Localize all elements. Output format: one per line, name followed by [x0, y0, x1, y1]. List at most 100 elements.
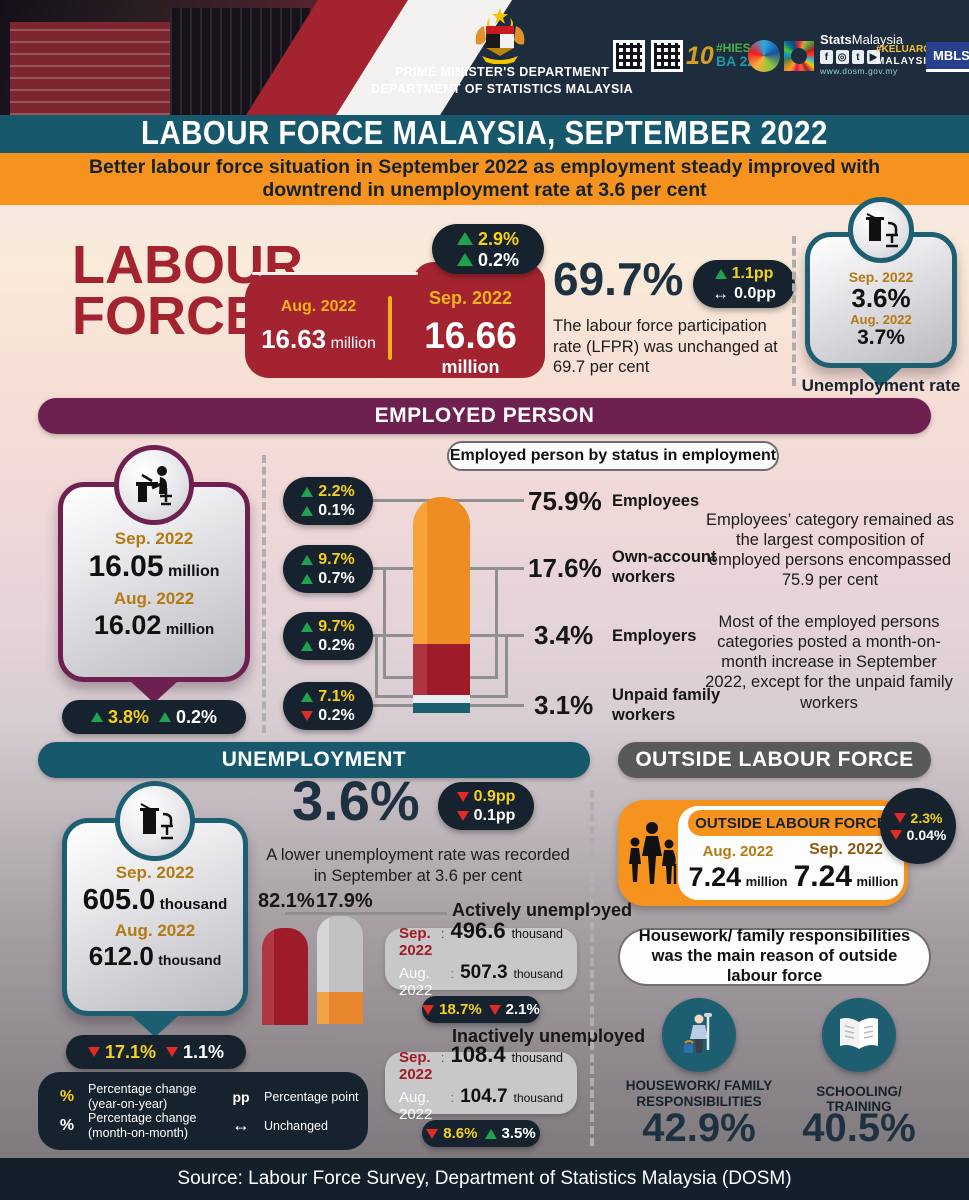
down-triangle-icon: [422, 1004, 435, 1015]
employees-share: 75.9%: [528, 486, 602, 516]
sdg-wheel-logo: [784, 41, 814, 71]
inactive-share-label: 17.9%: [316, 890, 373, 912]
down-triangle-icon: [488, 1004, 501, 1015]
labour-force-value-box: [245, 274, 545, 378]
inactively-unemployed-panel: Sep. 2022 : 108.4 thousand Aug. 2022 : 1…: [385, 1042, 577, 1122]
keluarga-line1: #KELUARGA: [876, 44, 939, 55]
keluarga-malaysia-logo: #KELUARGA MALAYSIA: [876, 44, 939, 67]
up-triangle-icon: [159, 712, 171, 722]
emp-sep-label: Sep. 2022: [114, 529, 194, 548]
employees-label: Employees: [612, 492, 700, 510]
lfpr-description: The labour force participation rate (LFP…: [553, 317, 778, 377]
down-triangle-icon: [301, 710, 314, 721]
emp-aug-unit: million: [165, 620, 215, 638]
connector-elbow: [340, 1038, 447, 1041]
up-triangle-icon: [301, 505, 314, 516]
unemp-rate-yoy: 0.9pp: [473, 787, 516, 805]
stats-bold: Stats: [820, 32, 852, 47]
inactive-aug-value: 104.7: [460, 1086, 508, 1107]
aug-value: 16.63: [261, 324, 327, 354]
down-triangle-icon: [166, 1047, 178, 1057]
outside-sep-column: Sep. 2022 7.24 million: [792, 841, 900, 894]
active-aug-label: Aug. 2022: [399, 965, 433, 999]
desk-chair-icon: [848, 197, 914, 263]
inactively-unemployed-badge: 8.6% 3.5%: [422, 1120, 540, 1147]
inactive-aug-unit: thousand: [513, 1091, 563, 1105]
inactive-sep-value: 108.4: [450, 1042, 506, 1067]
unemployment-description: A lower unemployment rate was recorded i…: [266, 846, 570, 885]
colon: :: [450, 1090, 455, 1105]
employers-change-badge: 9.7% 0.2%: [283, 612, 373, 660]
subtitle-band: Better labour force situation in Septemb…: [0, 153, 969, 205]
down-triangle-icon: [893, 812, 906, 823]
active-yoy: 18.7%: [439, 1001, 482, 1018]
employees-yoy: 2.2%: [318, 482, 355, 500]
colon: :: [440, 1050, 445, 1065]
source-text: Source: Labour Force Survey, Department …: [177, 1168, 792, 1189]
unemp-rate-mom: 0.1pp: [473, 806, 516, 824]
schooling-label: SCHOOLING/ TRAINING: [816, 1084, 902, 1114]
unemp-mom: 1.1%: [183, 1042, 225, 1062]
sep-label: Sep. 2022: [428, 288, 513, 308]
emp-sep-unit: million: [167, 563, 220, 580]
outside-aug-value: 7.24: [688, 862, 742, 892]
unchanged-legend-text: Unchanged: [264, 1118, 328, 1133]
connector-elbow: [340, 1022, 343, 1040]
unemp-aug-value: 612.0: [88, 941, 154, 972]
title-band: LABOUR FORCE MALAYSIA, SEPTEMBER 2022: [0, 115, 969, 153]
page-title: LABOUR FORCE MALAYSIA, SEPTEMBER 2022: [141, 114, 828, 152]
vertical-dashed-divider: [590, 790, 594, 1146]
unpaid-family-change-badge: 7.1% 0.2%: [283, 682, 373, 730]
shield-pointer: [130, 681, 178, 703]
outside-reason-pill: Housework/ family responsibilities was t…: [618, 927, 931, 986]
colorful-v-logo: [748, 40, 780, 72]
colon: :: [450, 966, 455, 981]
employers-label: Employers: [612, 627, 697, 645]
unchanged-arrow-icon: ↔: [232, 1115, 250, 1135]
outside-aug-unit: million: [745, 874, 788, 889]
connector-elbow: [495, 567, 498, 679]
box-step-highlight: [252, 272, 418, 275]
own-account-change-badge: 9.7% 0.7%: [283, 545, 373, 593]
unemployment-rate-value: 3.6%: [292, 769, 420, 832]
emp-aug-label: Aug. 2022: [113, 588, 195, 608]
actively-unemployed-badge: 18.7% 2.1%: [422, 996, 540, 1023]
housework-circle: [662, 998, 736, 1072]
outside-change-badge: 2.3% 0.04%: [880, 788, 956, 864]
emp-yoy: 3.8%: [107, 707, 149, 727]
vertical-dashed-divider: [262, 455, 266, 733]
youtube-icon: ▶: [867, 50, 880, 65]
labour-force-mom: 0.2%: [477, 249, 520, 270]
status-title-pill: Employed person by status in employment: [447, 441, 779, 471]
up-triangle-icon: [714, 269, 727, 279]
mom-legend-text: Percentage change (month-on-month): [88, 1111, 197, 1140]
employed-person-card: Sep. 2022 16.05 million Aug. 2022 16.02 …: [58, 445, 250, 703]
connector-elbow: [505, 634, 508, 698]
inactive-aug-label: Aug. 2022: [399, 1089, 433, 1123]
qr-code-facebook-icon: [651, 40, 683, 72]
unpaid-mom: 0.2%: [318, 706, 355, 724]
ur-sep-value: 3.6%: [851, 283, 911, 313]
unemp-sep-label: Sep. 2022: [115, 863, 195, 882]
keluarga-line2: MALAYSIA: [876, 55, 936, 67]
unpaid-yoy: 7.1%: [318, 687, 355, 705]
inactive-yoy: 8.6%: [443, 1125, 478, 1142]
unemp-sep-unit: thousand: [159, 896, 228, 913]
sep-unit: million: [441, 357, 500, 377]
active-share-label: 82.1%: [258, 890, 315, 912]
dept-line1: PRIME MINISTER'S DEPARTMENT: [394, 65, 610, 79]
labour-force-yoy: 2.9%: [477, 228, 520, 249]
own-account-label: Own-account workers: [612, 548, 717, 586]
emp-mom: 0.2%: [176, 707, 218, 727]
stats-rest: Malaysia: [851, 32, 904, 47]
yoy-percent-symbol: %: [59, 1087, 75, 1105]
unpaid-family-segment: [413, 703, 470, 713]
employed-note-2: Most of the employed persons categories …: [705, 613, 953, 712]
down-triangle-icon: [456, 810, 469, 821]
active-aug-value: 507.3: [460, 962, 508, 983]
unemp-aug-label: Aug. 2022: [114, 921, 196, 941]
ur-sep-label: Sep. 2022: [848, 269, 914, 285]
shield-pointer: [857, 365, 905, 387]
facebook-icon: f: [820, 50, 833, 65]
